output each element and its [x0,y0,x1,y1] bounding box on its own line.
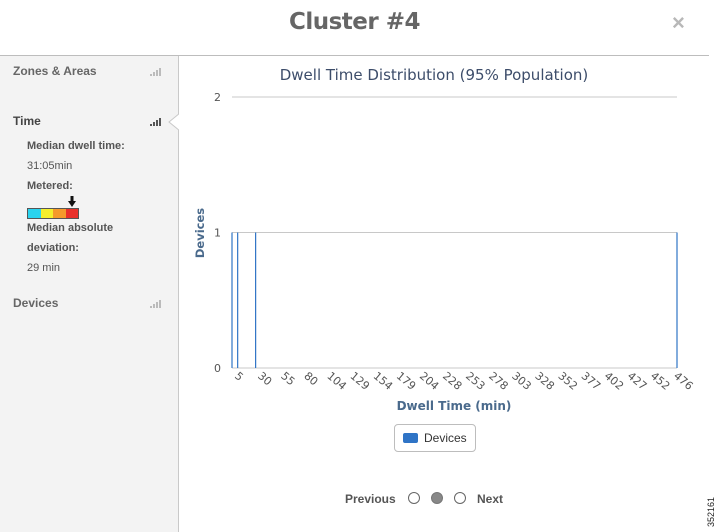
sidebar-item-zones-areas[interactable]: Zones & Areas [13,64,163,82]
next-button[interactable]: Next [477,492,504,506]
x-tick-label: 80 [301,369,320,388]
median-dwell-value: 31:05min [27,160,73,172]
legend-label: Devices [424,431,467,445]
x-tick-label: 377 [579,369,603,392]
y-tick-label: 2 [214,91,221,104]
x-tick-label: 30 [255,369,274,388]
sidebar-item-label: Zones & Areas [13,64,97,78]
x-tick-label: 328 [532,369,556,392]
x-tick-label: 154 [371,369,395,392]
dwell-time-chart: Dwell Time Distribution (95% Population)… [193,66,696,413]
x-tick-label: 204 [417,369,441,392]
legend-swatch [403,433,418,443]
signal-bars-icon [150,299,161,308]
sidebar-item-time[interactable]: Time [13,114,163,132]
signal-bars-icon [150,67,161,76]
figure-id-text: 352161 [706,496,717,528]
y-axis-label: Devices [193,208,207,258]
x-tick-label: 179 [394,369,418,392]
x-tick-label: 303 [509,369,533,392]
previous-button[interactable]: Previous [345,492,396,506]
sidebar: Zones & Areas Time Devices [0,56,179,532]
x-tick-label: 228 [440,369,464,392]
meter-segment [53,209,66,218]
dialog-title: Cluster #4 [288,9,421,35]
down-arrow-icon [68,196,76,207]
x-tick-label: 5 [232,369,246,383]
meter-segment [65,209,78,218]
x-tick-label: 476 [671,369,695,392]
dialog-header: Cluster #4 × [0,0,709,56]
mad-label-line2: deviation: [27,242,79,254]
x-tick-label: 55 [278,369,297,388]
meter-segment [40,209,53,218]
x-axis-label: Dwell Time (min) [397,399,512,413]
mad-label-line1: Median absolute [27,222,114,234]
y-tick-label: 1 [214,227,221,240]
sidebar-item-devices[interactable]: Devices [13,296,163,314]
page-dot[interactable] [408,492,420,504]
sidebar-item-label: Devices [13,296,59,310]
chart-title: Dwell Time Distribution (95% Population) [280,66,589,84]
mad-value: 29 min [27,262,61,274]
page-dot-active[interactable] [431,492,443,504]
sidebar-item-label: Time [13,114,41,128]
x-tick-label: 129 [348,369,372,392]
signal-bars-icon [150,117,161,126]
y-tick-label: 0 [214,362,221,375]
median-dwell-label: Median dwell time: [27,140,125,152]
page-dot[interactable] [454,492,466,504]
figure-id: 352161 [706,496,719,530]
close-icon[interactable]: × [672,10,685,35]
dwell-meter [27,208,79,219]
metered-label: Metered: [27,180,73,192]
x-tick-label: 104 [324,369,348,392]
x-tick-label: 452 [648,369,672,392]
x-tick-label: 278 [486,369,510,392]
x-tick-label: 402 [602,369,626,392]
legend-item-devices[interactable]: Devices [394,424,476,452]
meter-segment [28,209,41,218]
active-item-caret [168,113,180,131]
x-tick-label: 352 [556,369,580,392]
x-tick-label: 253 [463,369,487,392]
x-tick-label: 427 [625,369,649,392]
